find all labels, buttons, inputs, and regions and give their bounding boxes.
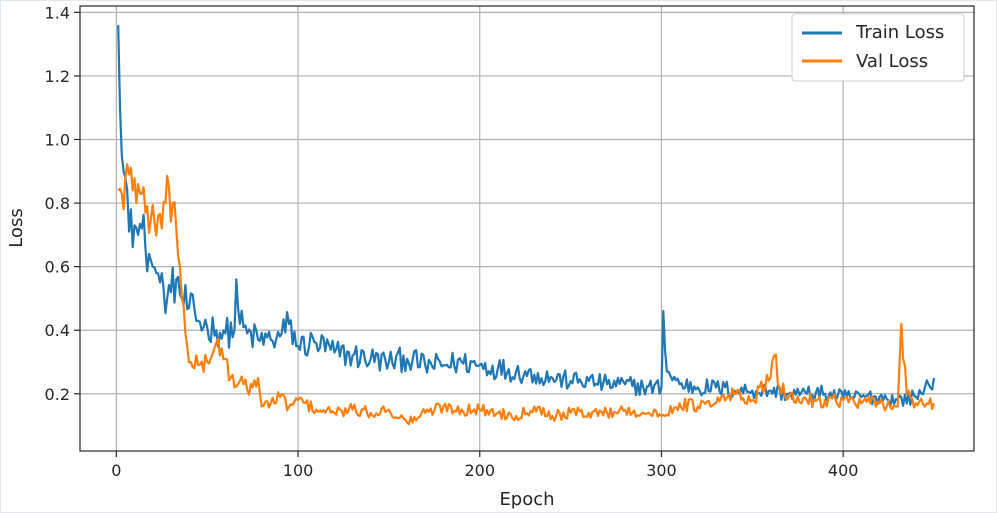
- y-tick-label: 1.2: [45, 67, 70, 86]
- y-tick-label: 0.4: [45, 321, 70, 340]
- tick-marks: [74, 11, 844, 457]
- legend-label-train: Train Loss: [855, 22, 944, 43]
- legend-label-val: Val Loss: [856, 51, 928, 72]
- y-tick-label: 1.0: [45, 131, 70, 150]
- y-tick-label: 1.4: [45, 3, 70, 22]
- x-tick-label: 0: [111, 461, 121, 480]
- plot-border: [79, 5, 975, 452]
- legend: Train Loss Val Loss: [791, 13, 965, 82]
- series-layer: [117, 25, 936, 426]
- y-tick-label: 0.2: [45, 385, 70, 404]
- y-tick-label: 0.8: [45, 194, 70, 213]
- y-axis-title: Loss: [6, 208, 27, 247]
- x-axis-title: Epoch: [499, 489, 554, 510]
- x-tick-label: 100: [283, 461, 314, 480]
- x-tick-label: 200: [464, 461, 495, 480]
- y-tick-label: 0.6: [45, 258, 70, 277]
- val-loss-line: [117, 163, 936, 426]
- train-loss-line: [117, 25, 936, 408]
- x-tick-label: 300: [646, 461, 677, 480]
- tick-labels: 0 100 200 300 400 0.2 0.4 0.6 0.8 1.0 1.2 1.4: [45, 3, 859, 480]
- legend-box: [791, 13, 965, 82]
- x-tick-label: 400: [828, 461, 859, 480]
